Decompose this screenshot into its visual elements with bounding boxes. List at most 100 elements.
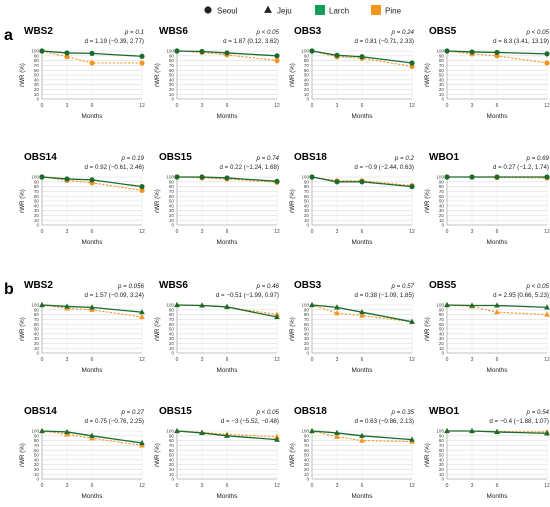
x-tick-label: 6 xyxy=(361,229,364,235)
y-tick-label: 50 xyxy=(304,73,310,78)
chart-b-wbo1: WBO1 p = 0.54d = −0.4 (−1.88, 1.07)010203… xyxy=(424,406,550,500)
chart-b-obs15: OBS15 p < 0.05d = −3 (−5.52, −0.48)010203… xyxy=(154,406,280,500)
x-tick-label: 0 xyxy=(311,229,314,235)
data-point-larch xyxy=(39,301,45,308)
series-line-pine xyxy=(311,50,413,67)
y-tick-label: 0 xyxy=(171,351,174,356)
y-tick-label: 80 xyxy=(304,312,310,317)
data-point-larch xyxy=(359,432,365,438)
legend-item-pine: Pine xyxy=(371,5,402,16)
x-axis-label: Months xyxy=(217,239,238,246)
y-tick-label: 90 xyxy=(439,53,445,58)
charts: WBS2 p = 0.1d = 1.19 (−0.39, 2.77)0102030… xyxy=(19,26,550,500)
x-tick-label: 0 xyxy=(176,483,179,489)
y-tick-label: 80 xyxy=(169,438,175,443)
chart-b-obs5: OBS5 p < 0.05d = 2.95 (0.66, 5.23)0102030… xyxy=(424,280,550,374)
y-tick-label: 60 xyxy=(304,322,310,327)
y-tick-label: 70 xyxy=(439,443,445,448)
series-line-larch xyxy=(176,50,278,57)
series-larch xyxy=(444,301,550,310)
x-tick-label: 0 xyxy=(41,357,44,363)
y-tick-label: 30 xyxy=(34,82,40,87)
x-tick-label: 0 xyxy=(311,357,314,363)
y-axis-label: rWR (%) xyxy=(424,443,431,467)
data-point-larch xyxy=(64,50,70,56)
y-tick-label: 40 xyxy=(34,457,40,462)
x-tick-label: 6 xyxy=(496,357,499,363)
data-point-larch xyxy=(494,428,500,435)
data-point-pine xyxy=(64,54,70,60)
effect-size-label: d = 1.57 (−0.09, 3.24) xyxy=(84,292,144,299)
y-tick-label: 20 xyxy=(169,87,175,92)
data-point-larch xyxy=(174,174,180,180)
y-tick-label: 90 xyxy=(439,433,445,438)
x-axis-label: Months xyxy=(352,367,373,374)
p-value-label: p = 0.46 xyxy=(255,283,279,290)
y-tick-label: 50 xyxy=(304,327,310,332)
x-tick-label: 6 xyxy=(91,483,94,489)
y-tick-label: 40 xyxy=(34,331,40,336)
y-axis-label: rWR (%) xyxy=(289,189,296,213)
y-axis-label: rWR (%) xyxy=(289,443,296,467)
y-tick-label: 20 xyxy=(169,467,175,472)
data-point-larch xyxy=(544,430,550,436)
y-tick-label: 90 xyxy=(304,53,310,58)
y-tick-label: 10 xyxy=(439,218,445,223)
y-axis-label: rWR (%) xyxy=(289,317,296,341)
y-axis-label: rWR (%) xyxy=(289,63,296,87)
data-point-larch xyxy=(139,53,145,59)
y-tick-label: 40 xyxy=(439,77,445,82)
x-tick-label: 0 xyxy=(311,103,314,109)
x-tick-label: 3 xyxy=(336,103,339,109)
y-tick-label: 80 xyxy=(34,58,40,63)
y-axis-label: rWR (%) xyxy=(154,189,161,213)
data-point-larch xyxy=(274,178,280,184)
y-tick-label: 100 xyxy=(166,303,174,308)
y-tick-label: 100 xyxy=(301,49,309,54)
y-tick-label: 40 xyxy=(304,203,310,208)
x-axis-label: Months xyxy=(82,239,103,246)
x-tick-label: 12 xyxy=(139,357,145,363)
data-point-larch xyxy=(409,318,415,324)
y-tick-label: 20 xyxy=(439,213,445,218)
x-tick-label: 12 xyxy=(544,229,550,235)
x-tick-label: 3 xyxy=(66,229,69,235)
series-line-larch xyxy=(311,176,413,188)
y-tick-label: 90 xyxy=(34,307,40,312)
y-tick-label: 70 xyxy=(169,443,175,448)
x-tick-label: 12 xyxy=(139,229,145,235)
y-tick-label: 50 xyxy=(34,327,40,332)
data-point-larch xyxy=(469,427,475,434)
y-tick-label: 60 xyxy=(439,322,445,327)
y-tick-label: 90 xyxy=(34,53,40,58)
y-tick-label: 100 xyxy=(31,429,39,434)
chart-title: OBS14 xyxy=(24,406,57,417)
y-tick-label: 60 xyxy=(304,194,310,199)
series-line-larch xyxy=(41,50,143,57)
y-tick-label: 70 xyxy=(304,63,310,68)
x-tick-label: 3 xyxy=(471,229,474,235)
series-line-larch xyxy=(177,176,278,182)
x-axis-label: Months xyxy=(487,493,508,500)
y-tick-label: 10 xyxy=(34,346,40,351)
series-larch xyxy=(444,48,550,57)
y-tick-label: 20 xyxy=(304,213,310,218)
p-value-label: p = 0.27 xyxy=(120,409,144,416)
y-tick-label: 60 xyxy=(169,322,175,327)
y-tick-label: 40 xyxy=(34,203,40,208)
y-tick-label: 70 xyxy=(169,189,175,194)
y-tick-label: 50 xyxy=(34,73,40,78)
x-tick-label: 6 xyxy=(226,229,229,235)
y-tick-label: 40 xyxy=(169,77,175,82)
y-tick-label: 30 xyxy=(169,208,175,213)
y-tick-label: 10 xyxy=(304,346,310,351)
chart-a-wbs6: WBS6 p < 0.05d = 1.87 (0.12, 3.62)0102030… xyxy=(154,26,280,120)
y-tick-label: 60 xyxy=(169,194,175,199)
chart-b-obs18: OBS18 p = 0.35d = 0.63 (−0.86, 2.13)01020… xyxy=(289,406,415,500)
data-point-larch xyxy=(39,427,45,434)
panel-letters: a b xyxy=(4,27,14,298)
data-point-larch xyxy=(544,174,550,180)
y-tick-label: 80 xyxy=(439,184,445,189)
y-tick-label: 80 xyxy=(34,312,40,317)
